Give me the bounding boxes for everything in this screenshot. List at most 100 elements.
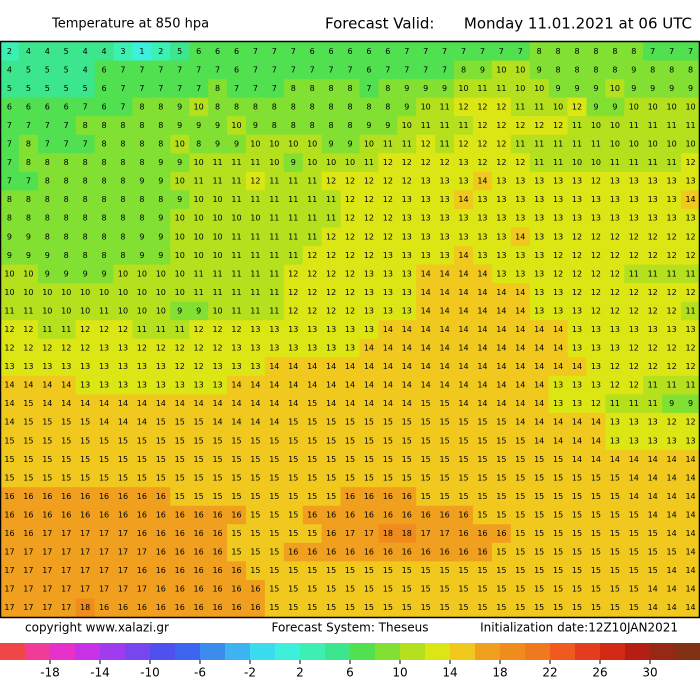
temperature-cell bbox=[208, 357, 228, 377]
temperature-value: 12 bbox=[572, 269, 582, 278]
temperature-value: 11 bbox=[231, 288, 241, 297]
temperature-cell bbox=[0, 171, 20, 191]
temperature-value: 17 bbox=[421, 529, 431, 538]
temperature-value: 13 bbox=[648, 177, 658, 186]
temperature-cell bbox=[208, 134, 228, 154]
temperature-value: 13 bbox=[175, 381, 185, 390]
temperature-cell bbox=[472, 320, 493, 340]
temperature-value: 8 bbox=[102, 140, 107, 149]
temperature-value: 15 bbox=[458, 492, 468, 501]
temperature-value: 15 bbox=[231, 436, 241, 445]
temperature-value: 16 bbox=[307, 548, 317, 557]
temperature-cell bbox=[378, 283, 398, 303]
temperature-cell bbox=[132, 171, 152, 191]
temperature-value: 17 bbox=[99, 548, 109, 557]
temperature-value: 4 bbox=[83, 65, 88, 74]
temperature-value: 15 bbox=[80, 455, 90, 464]
temperature-value: 8 bbox=[593, 65, 598, 74]
temperature-cell bbox=[529, 264, 550, 284]
temperature-value: 16 bbox=[175, 603, 185, 612]
temperature-value: 14 bbox=[458, 269, 468, 278]
temperature-value: 16 bbox=[137, 492, 147, 501]
temperature-value: 12 bbox=[685, 288, 695, 297]
temperature-value: 14 bbox=[685, 566, 695, 575]
temperature-value: 16 bbox=[307, 510, 317, 519]
temperature-value: 11 bbox=[269, 269, 279, 278]
temperature-value: 8 bbox=[120, 121, 125, 130]
temperature-cell bbox=[662, 357, 682, 377]
temperature-value: 13 bbox=[629, 418, 639, 427]
temperature-cell bbox=[662, 227, 682, 247]
temperature-cell bbox=[264, 171, 285, 191]
temperature-value: 10 bbox=[175, 251, 185, 260]
temperature-value: 7 bbox=[272, 47, 277, 56]
temperature-value: 6 bbox=[329, 47, 334, 56]
temperature-value: 10 bbox=[685, 140, 695, 149]
temperature-value: 15 bbox=[515, 529, 525, 538]
temperature-cell bbox=[643, 60, 663, 80]
temperature-cell bbox=[132, 301, 152, 321]
temperature-value: 14 bbox=[269, 362, 279, 371]
temperature-cell bbox=[472, 134, 493, 154]
temperature-cell bbox=[321, 227, 342, 247]
temperature-value: 1 bbox=[139, 47, 144, 56]
temperature-cell bbox=[113, 97, 134, 117]
temperature-value: 17 bbox=[4, 603, 14, 612]
temperature-cell bbox=[416, 301, 436, 321]
temperature-value: 11 bbox=[648, 399, 658, 408]
temperature-cell bbox=[491, 79, 512, 99]
temperature-value: 7 bbox=[196, 84, 201, 93]
temperature-value: 13 bbox=[231, 362, 241, 371]
temperature-cell bbox=[605, 42, 625, 62]
temperature-cell bbox=[586, 116, 607, 136]
temperature-cell bbox=[510, 283, 531, 303]
temperature-value: 15 bbox=[610, 510, 620, 519]
temperature-value: 9 bbox=[158, 232, 163, 241]
temperature-cell bbox=[170, 246, 190, 266]
temperature-cell bbox=[472, 116, 493, 136]
temperature-cell bbox=[283, 79, 304, 99]
temperature-cell bbox=[378, 42, 398, 62]
temperature-value: 16 bbox=[402, 548, 412, 557]
temperature-value: 14 bbox=[212, 418, 222, 427]
temperature-value: 15 bbox=[194, 418, 204, 427]
temperature-cell bbox=[435, 42, 455, 62]
temperature-value: 17 bbox=[42, 603, 52, 612]
temperature-cell bbox=[378, 60, 398, 80]
temperature-value: 13 bbox=[610, 325, 620, 334]
temperature-value: 16 bbox=[156, 510, 166, 519]
colorbar-swatch bbox=[400, 643, 426, 660]
temperature-value: 14 bbox=[515, 325, 525, 334]
colorbar-swatch bbox=[50, 643, 76, 660]
temperature-value: 11 bbox=[212, 288, 222, 297]
temperature-value: 14 bbox=[667, 455, 677, 464]
temperature-cell bbox=[75, 60, 96, 80]
temperature-value: 14 bbox=[515, 399, 525, 408]
temperature-value: 7 bbox=[196, 65, 201, 74]
temperature-cell bbox=[151, 246, 171, 266]
temperature-value: 14 bbox=[421, 381, 431, 390]
temperature-value: 16 bbox=[402, 492, 412, 501]
temperature-cell bbox=[18, 171, 39, 191]
temperature-value: 15 bbox=[610, 585, 620, 594]
temperature-value: 15 bbox=[288, 529, 298, 538]
temperature-value: 10 bbox=[194, 251, 204, 260]
temperature-cell bbox=[548, 375, 569, 396]
temperature-cell bbox=[132, 116, 152, 136]
temperature-value: 12 bbox=[629, 251, 639, 260]
temperature-value: 17 bbox=[61, 566, 71, 575]
temperature-cell bbox=[605, 60, 625, 80]
temperature-cell bbox=[643, 208, 663, 229]
temperature-cell bbox=[529, 171, 550, 191]
temperature-cell bbox=[321, 283, 342, 303]
temperature-value: 14 bbox=[629, 455, 639, 464]
temperature-cell bbox=[491, 208, 512, 229]
temperature-cell bbox=[56, 153, 77, 173]
temperature-cell bbox=[529, 116, 550, 136]
temperature-value: 15 bbox=[402, 603, 412, 612]
temperature-cell bbox=[283, 227, 304, 247]
temperature-value: 10 bbox=[4, 269, 14, 278]
temperature-value: 11 bbox=[269, 177, 279, 186]
temperature-value: 12 bbox=[591, 269, 601, 278]
temperature-value: 11 bbox=[629, 158, 639, 167]
